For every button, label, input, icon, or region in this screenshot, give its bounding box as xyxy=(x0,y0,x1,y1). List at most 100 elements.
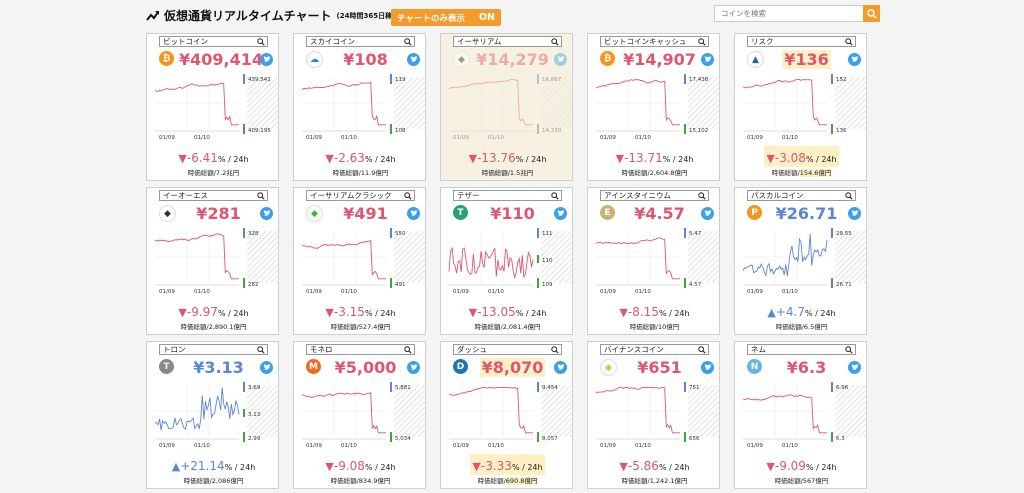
coin-name-box[interactable]: ダッシュ xyxy=(453,344,562,355)
coin-name-box[interactable]: イーサリアムクラシック xyxy=(306,190,415,201)
magnifier-icon[interactable] xyxy=(404,346,412,354)
coin-name-box[interactable]: モネロ xyxy=(306,344,415,355)
price-chart[interactable]: 9,454 8,057 01/09 01/10 xyxy=(441,379,574,451)
coin-card[interactable]: イーサリアムクラシック ◆ ¥491 550 491 01/09 01/10 ▼-3.… xyxy=(293,187,426,335)
price-chart[interactable]: 119 108 01/09 01/10 xyxy=(294,71,427,143)
coin-name-box[interactable]: トロン xyxy=(159,344,268,355)
price-chart[interactable]: 16,667 14,330 01/09 01/10 xyxy=(441,71,574,143)
coin-card[interactable]: イーオーエス ◆ ¥281 328 282 01/09 01/10 ▼-9.97% /… xyxy=(146,187,279,335)
magnifier-icon[interactable] xyxy=(257,192,265,200)
magnifier-icon[interactable] xyxy=(551,38,559,46)
price-chart[interactable]: 3.69 2.99 3.13 01/09 01/10 xyxy=(147,379,280,451)
coin-name-box[interactable]: イーサリアム xyxy=(453,36,562,47)
price-chart[interactable]: 152 136 01/09 01/10 xyxy=(735,71,868,143)
price-chart[interactable]: 17,438 15,102 01/09 01/10 xyxy=(588,71,721,143)
coin-card[interactable]: モネロ M ¥5,000 5,881 5,034 01/09 01/10 ▼-9.08… xyxy=(293,341,426,489)
cap-label: 時価総額/ xyxy=(474,323,503,331)
cap-label: 時価総額/ xyxy=(183,477,212,485)
x-tick-label: 01/09 xyxy=(306,135,322,141)
price-chart[interactable]: 29.55 26.71 01/09 01/10 xyxy=(735,225,868,297)
twitter-icon[interactable] xyxy=(701,53,714,66)
twitter-icon[interactable] xyxy=(848,53,861,66)
magnifier-icon[interactable] xyxy=(698,38,706,46)
price-chart[interactable]: 751 656 01/09 01/10 xyxy=(588,379,721,451)
x-tick-label: 01/10 xyxy=(782,443,798,449)
price-chart[interactable]: 550 491 01/09 01/10 xyxy=(294,225,427,297)
twitter-icon[interactable] xyxy=(407,53,420,66)
chart-only-toggle[interactable]: チャートのみ表示 ON xyxy=(391,9,501,26)
change-wrap: ▼-3.15% / 24h xyxy=(323,300,397,321)
coin-card[interactable]: ネム N ¥6.3 6.96 6.3 01/09 01/10 ▼-9.09% / 24… xyxy=(734,341,867,489)
high-marker xyxy=(390,228,392,238)
coin-card[interactable]: アインスタイニウム E ¥4.57 5.47 4.57 01/09 01/10 ▼-8… xyxy=(587,187,720,335)
search-input[interactable] xyxy=(714,5,868,22)
coin-card[interactable]: リスク ▲ ¥136 152 136 01/09 01/10 ▼-3.08% / 24… xyxy=(734,33,867,181)
coin-card[interactable]: バイナンスコイン ◆ ¥651 751 656 01/09 01/10 ▼-5.86%… xyxy=(587,341,720,489)
coin-name-box[interactable]: ネム xyxy=(747,344,856,355)
twitter-icon[interactable] xyxy=(260,361,273,374)
coin-name-box[interactable]: バイナンスコイン xyxy=(600,344,709,355)
twitter-icon[interactable] xyxy=(407,361,420,374)
coin-name-box[interactable]: テザー xyxy=(453,190,562,201)
twitter-icon[interactable] xyxy=(701,361,714,374)
price-chart[interactable]: 5,881 5,034 01/09 01/10 xyxy=(294,379,427,451)
magnifier-icon[interactable] xyxy=(551,192,559,200)
cap-value: 1.5兆円 xyxy=(509,169,534,177)
arrow-down-icon: ▼ xyxy=(178,152,187,165)
magnifier-icon[interactable] xyxy=(845,192,853,200)
coin-card[interactable]: スカイコイン ☁ ¥108 119 108 01/09 01/10 ▼-2.63% /… xyxy=(293,33,426,181)
magnifier-icon[interactable] xyxy=(257,38,265,46)
magnifier-icon[interactable] xyxy=(404,38,412,46)
change-wrap: ▼-8.15% / 24h xyxy=(617,300,691,321)
magnifier-icon[interactable] xyxy=(257,346,265,354)
coin-card[interactable]: ビットコインキャッシュ ₿ ¥14,907 17,438 15,102 01/09 0… xyxy=(587,33,720,181)
price-chart[interactable]: 111 109 110 01/09 01/10 xyxy=(441,225,574,297)
magnifier-icon[interactable] xyxy=(551,346,559,354)
change-unit: % / 24h xyxy=(364,463,396,472)
twitter-icon[interactable] xyxy=(407,207,420,220)
chart-hatch-area xyxy=(394,231,426,283)
twitter-icon[interactable] xyxy=(554,53,567,66)
coin-card[interactable]: イーサリアム ◆ ¥14,279 16,667 14,330 01/09 01/10 … xyxy=(440,33,573,181)
twitter-icon[interactable] xyxy=(848,361,861,374)
coin-name-box[interactable]: アインスタイニウム xyxy=(600,190,709,201)
coin-card[interactable]: テザー T ¥110 111 109 110 01/09 01/10 ▼-13.05% … xyxy=(440,187,573,335)
twitter-icon[interactable] xyxy=(260,53,273,66)
price-chart[interactable]: 439,541 409,195 01/09 01/10 xyxy=(147,71,280,143)
x-tick-label: 01/09 xyxy=(159,289,175,295)
search-button[interactable] xyxy=(863,5,880,22)
coin-name-box[interactable]: リスク xyxy=(747,36,856,47)
chart-hatch-area xyxy=(541,385,573,437)
coin-name-box[interactable]: ビットコインキャッシュ xyxy=(600,36,709,47)
x-tick-label: 01/09 xyxy=(159,443,175,449)
coin-name-box[interactable]: ビットコイン xyxy=(159,36,268,47)
coin-name-box[interactable]: パスカルコイン xyxy=(747,190,856,201)
magnifier-icon[interactable] xyxy=(698,346,706,354)
price-chart[interactable]: 5.47 4.57 01/09 01/10 xyxy=(588,225,721,297)
twitter-icon[interactable] xyxy=(554,207,567,220)
x-tick-label: 01/10 xyxy=(635,135,651,141)
twitter-icon[interactable] xyxy=(848,207,861,220)
coin-card[interactable]: ビットコイン ₿ ¥409,414 439,541 409,195 01/09 01/… xyxy=(146,33,279,181)
change-wrap: ▼-6.41% / 24h xyxy=(176,146,250,167)
coin-card[interactable]: トロン T ¥3.13 3.69 2.99 3.13 01/09 01/10 ▲+21.… xyxy=(146,341,279,489)
change-unit: % / 24h xyxy=(804,309,836,318)
change-wrap: ▼-9.97% / 24h xyxy=(176,300,250,321)
coin-card[interactable]: パスカルコイン P ¥26.71 29.55 26.71 01/09 01/10 ▲+… xyxy=(734,187,867,335)
magnifier-icon[interactable] xyxy=(404,192,412,200)
twitter-icon[interactable] xyxy=(554,361,567,374)
magnifier-icon[interactable] xyxy=(845,38,853,46)
site-logo[interactable]: 仮想通貨リアルタイムチャート (24時間365日稼働) xyxy=(146,7,402,24)
twitter-icon[interactable] xyxy=(260,207,273,220)
coin-name-box[interactable]: スカイコイン xyxy=(306,36,415,47)
tether-icon: T xyxy=(453,205,468,220)
coin-card[interactable]: ダッシュ D ¥8,070 9,454 8,057 01/09 01/10 ▼-3.3… xyxy=(440,341,573,489)
price-chart[interactable]: 328 282 01/09 01/10 xyxy=(147,225,280,297)
price-chart[interactable]: 6.96 6.3 01/09 01/10 xyxy=(735,379,868,451)
twitter-icon[interactable] xyxy=(701,207,714,220)
magnifier-icon[interactable] xyxy=(698,192,706,200)
coin-price: ¥3.13 xyxy=(177,358,260,378)
x-tick-label: 01/10 xyxy=(635,289,651,295)
magnifier-icon[interactable] xyxy=(845,346,853,354)
coin-name-box[interactable]: イーオーエス xyxy=(159,190,268,201)
